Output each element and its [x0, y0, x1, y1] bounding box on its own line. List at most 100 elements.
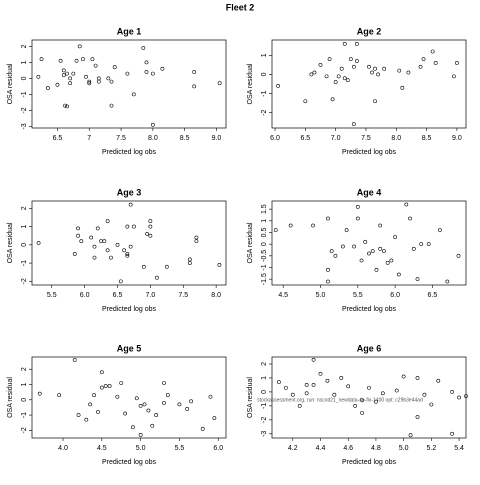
point: [150, 423, 155, 428]
point: [187, 261, 192, 265]
panel-title: Age 2: [357, 26, 382, 36]
y-axis-label: OSA residual: [247, 377, 254, 418]
point: [277, 380, 281, 385]
point: [318, 62, 323, 67]
point: [401, 374, 406, 379]
y-tick-label: 2: [21, 206, 28, 210]
point: [118, 279, 123, 284]
x-tick-label: 6.0: [390, 292, 400, 299]
y-tick-label: 0: [261, 72, 268, 76]
point: [430, 49, 435, 54]
y-tick-label: 1: [261, 376, 268, 380]
x-tick-label: 8.5: [180, 135, 190, 142]
point: [404, 202, 409, 207]
point: [311, 357, 316, 362]
point: [354, 59, 359, 63]
point: [37, 391, 42, 396]
point: [134, 396, 139, 401]
point: [344, 228, 349, 233]
x-tick-label: 5.0: [399, 445, 409, 452]
plot-frame: [31, 356, 227, 439]
point: [76, 413, 81, 417]
panel-title: Age 4: [357, 187, 382, 197]
point: [99, 385, 104, 390]
point: [165, 393, 170, 398]
point: [325, 378, 330, 383]
x-tick-label: 4.4: [316, 445, 326, 452]
point: [450, 431, 455, 436]
x-tick-label: 7.0: [146, 292, 156, 299]
point: [125, 71, 130, 76]
point: [445, 279, 450, 284]
point: [422, 392, 427, 397]
point: [332, 392, 337, 397]
point: [99, 370, 104, 375]
point: [39, 57, 44, 62]
point: [68, 81, 73, 86]
point: [311, 383, 316, 387]
y-tick-label: -1: [21, 260, 28, 266]
x-tick-label: 4.0: [58, 445, 68, 452]
y-tick-label: 1: [21, 225, 28, 229]
y-tick-label: 2: [21, 44, 28, 48]
x-tick-label: 5.0: [136, 445, 146, 452]
point: [450, 390, 455, 394]
point: [55, 82, 60, 87]
x-tick-label: 4.2: [288, 445, 298, 452]
y-tick-label: 0.5: [261, 228, 268, 238]
x-tick-label: 4.6: [343, 445, 353, 452]
x-tick-label: 5.4: [454, 445, 464, 452]
point: [327, 57, 332, 62]
point: [138, 404, 143, 408]
x-tick-label: 8.0: [148, 135, 158, 142]
point: [273, 228, 278, 233]
point: [326, 216, 330, 221]
point: [212, 416, 217, 421]
point: [71, 71, 76, 76]
point: [128, 202, 133, 207]
point: [389, 258, 394, 263]
point: [109, 79, 114, 84]
point: [345, 78, 350, 83]
x-tick-label: 4.5: [278, 292, 288, 299]
point: [79, 239, 84, 244]
y-tick-label: -1.5: [261, 273, 268, 285]
point: [72, 252, 77, 256]
y-tick-label: 1: [21, 60, 28, 64]
point: [87, 79, 92, 84]
point: [84, 417, 89, 422]
point: [217, 263, 222, 267]
point: [145, 231, 149, 236]
point: [415, 376, 420, 380]
x-tick-label: 9.0: [452, 135, 462, 142]
point: [360, 410, 364, 415]
point: [162, 381, 166, 385]
point: [200, 426, 205, 431]
plot-frame: [31, 200, 227, 286]
y-tick-label: 0: [261, 390, 268, 394]
point: [359, 258, 364, 263]
y-axis-label: OSA residual: [7, 63, 14, 104]
point: [194, 239, 199, 244]
y-tick-label: -1: [21, 412, 28, 418]
point: [57, 393, 62, 398]
point: [96, 76, 101, 81]
x-axis-label: Predicted log obs: [102, 306, 157, 313]
point: [397, 68, 402, 73]
point: [150, 122, 155, 127]
point: [304, 383, 309, 387]
point: [87, 81, 92, 86]
point: [421, 57, 426, 62]
point: [154, 413, 159, 417]
point: [376, 72, 380, 77]
point: [408, 433, 413, 438]
point: [177, 402, 182, 407]
y-tick-label: 0: [21, 398, 28, 402]
point: [148, 219, 153, 223]
point: [131, 92, 136, 97]
point: [355, 204, 360, 209]
x-tick-label: 6.5: [53, 135, 63, 142]
plot-frame: [271, 200, 467, 286]
x-tick-label: 4.8: [371, 445, 381, 452]
point: [76, 233, 80, 238]
